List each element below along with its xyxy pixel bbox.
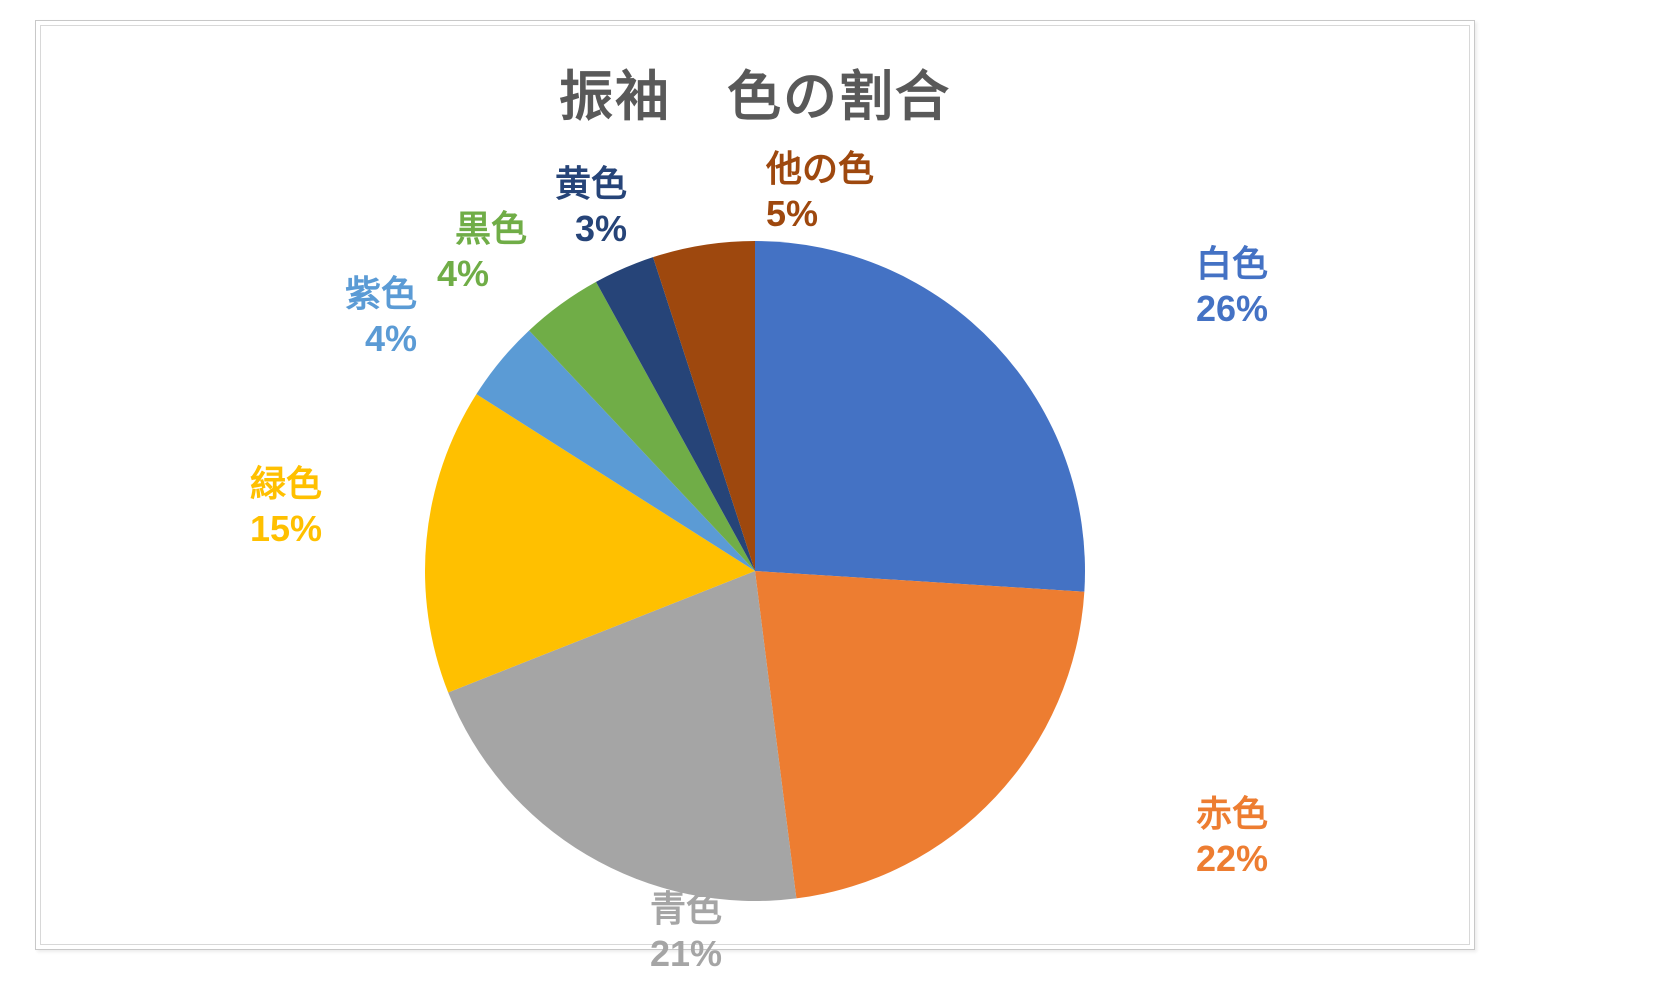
- pie-slice: [755, 241, 1085, 592]
- callout-percent: 4%: [345, 316, 417, 361]
- callout-label: 白色26%: [1196, 241, 1268, 331]
- callout-name: 緑色: [250, 461, 322, 506]
- chart-title: 振袖 色の割合: [41, 52, 1469, 131]
- callout-label: 紫色4%: [345, 271, 417, 361]
- callout-label: 緑色15%: [250, 461, 322, 551]
- callout-percent: 4%: [417, 251, 489, 296]
- callout-name: 黒色: [455, 206, 527, 251]
- callout-name: 青色: [650, 886, 722, 931]
- callout-percent: 3%: [555, 206, 627, 251]
- callout-label: 他の色5%: [766, 146, 874, 236]
- callout-name: 紫色: [345, 271, 417, 316]
- chart-container: 振袖 色の割合 白色26%赤色22%青色21%緑色15%紫色4%黒色4%黄色3%…: [35, 20, 1475, 950]
- callout-percent: 21%: [650, 931, 722, 976]
- callout-name: 他の色: [766, 146, 874, 191]
- callout-name: 黄色: [555, 161, 627, 206]
- callout-label: 黄色3%: [555, 161, 627, 251]
- pie-slice: [755, 571, 1084, 898]
- callout-label: 赤色22%: [1196, 791, 1268, 881]
- callout-label: 青色21%: [650, 886, 722, 976]
- callout-name: 白色: [1196, 241, 1268, 286]
- callout-percent: 22%: [1196, 836, 1268, 881]
- callout-label: 黒色4%: [455, 206, 527, 296]
- pie-svg: [425, 241, 1085, 901]
- callout-percent: 26%: [1196, 286, 1268, 331]
- callout-percent: 5%: [766, 191, 874, 236]
- pie-chart: [425, 241, 1085, 901]
- chart-plot-area: 振袖 色の割合 白色26%赤色22%青色21%緑色15%紫色4%黒色4%黄色3%…: [40, 25, 1470, 945]
- callout-percent: 15%: [250, 506, 322, 551]
- callout-name: 赤色: [1196, 791, 1268, 836]
